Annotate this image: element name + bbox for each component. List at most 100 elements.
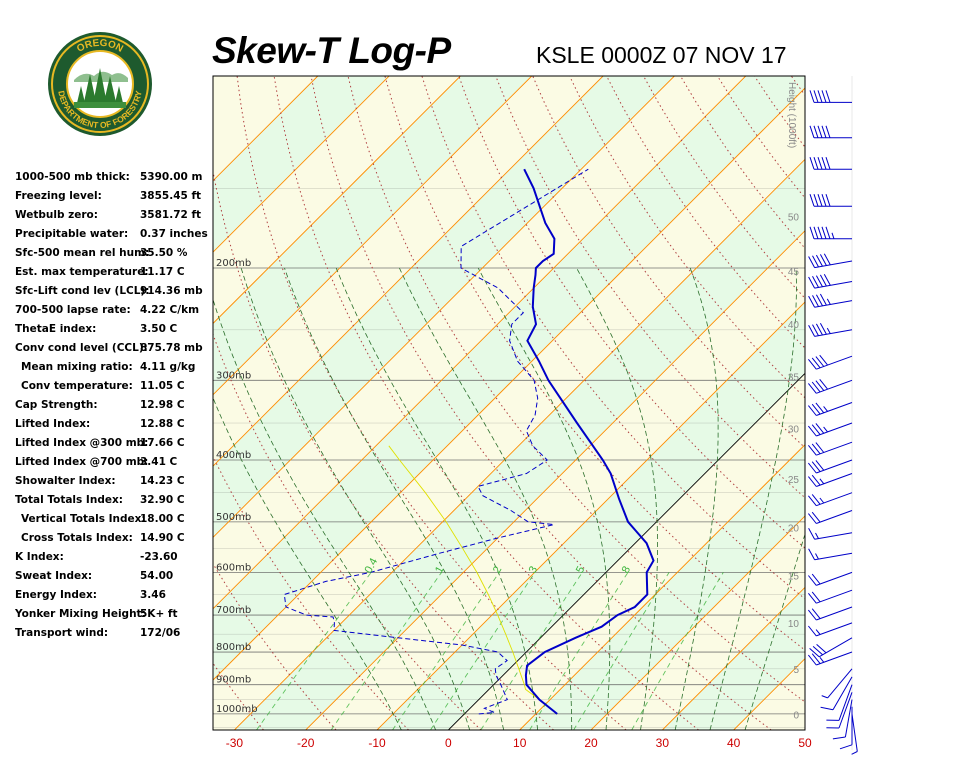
stat-label: Est. max temperature: (15, 266, 149, 278)
dry-adiabat (236, 76, 627, 730)
wind-barb-flag (819, 254, 827, 266)
isotherm-line (305, 230, 805, 730)
wind-barb-flag (811, 424, 821, 435)
logo-ground (74, 102, 126, 108)
pressure-label: 500mb (216, 512, 251, 523)
wind-barb-flag (812, 324, 819, 336)
wind-barb-flag (808, 513, 817, 524)
wind-barb-flag (817, 125, 823, 138)
stat-value: 14.90 C (140, 532, 185, 544)
wind-barb-staff (816, 622, 853, 637)
wind-barb-staff (838, 684, 853, 721)
sounding-series (283, 168, 655, 715)
stat-value: 14.23 C (140, 475, 185, 487)
stat-row: ThetaE index: 3.50 C (14, 320, 214, 339)
wind-barb-staff (816, 510, 853, 524)
moist-adiabat (240, 267, 470, 730)
height-tick-label: 50 (788, 212, 800, 223)
stat-row: Cap Strength: 12.98 C (14, 396, 214, 415)
wind-barb-half-flag (823, 406, 828, 412)
mixing-ratio-label: 2 (491, 564, 504, 575)
wind-barb-staff (816, 441, 853, 456)
wind-barb-flag (808, 575, 817, 586)
wind-barb-flag (821, 125, 827, 138)
wind-barb-staff (816, 379, 853, 394)
mixing-ratio-label: 5 (574, 564, 587, 575)
wind-barb (808, 571, 853, 586)
stat-row: Sweat Index: 54.00 (14, 567, 214, 586)
wind-barb-flag (809, 125, 815, 138)
wind-barb-flag (839, 744, 853, 750)
wind-barb-half-flag (823, 426, 828, 433)
wind-barb (808, 510, 853, 524)
stat-row: Lifted Index @300 mb: 17.66 C (14, 434, 214, 453)
wind-barb (839, 706, 853, 750)
wind-barb-half-flag (821, 695, 828, 699)
wind-barb-half-flag (819, 656, 825, 663)
moist-adiabat (284, 267, 504, 730)
moist-adiabat (399, 267, 573, 730)
wind-barb (809, 226, 852, 240)
wind-barb-flag (808, 383, 817, 394)
x-tick-label: 20 (584, 736, 598, 750)
stat-row: Energy Index: 3.46 (14, 586, 214, 605)
wind-barb-flag (821, 157, 827, 170)
stat-row: Showalter Index: 14.23 C (14, 472, 214, 491)
wind-barb-flag (808, 405, 817, 416)
wind-barb (809, 125, 852, 139)
isotherm-line (519, 444, 805, 730)
wind-barb-flag (819, 378, 828, 390)
moist-adiabat (477, 267, 611, 730)
dewpoint-line (283, 168, 589, 715)
pressure-label: 1000mb (216, 704, 258, 715)
logo-inner-rim (66, 50, 134, 118)
dry-adiabat (213, 562, 337, 730)
wind-barb (808, 293, 853, 308)
wind-barb-flag (812, 295, 819, 307)
wind-barb-flag (808, 444, 817, 456)
wind-barb-staff (816, 571, 853, 586)
stat-value: 32.90 C (140, 494, 185, 506)
isotherm-line (376, 301, 805, 730)
wind-barb (808, 492, 853, 507)
wind-barb-flag (815, 380, 825, 391)
wind-barb-flag (811, 494, 821, 505)
isotherm-line (213, 76, 747, 610)
wind-barb-staff (816, 651, 853, 666)
stat-label: Freezing level: (15, 190, 102, 202)
x-tick-label: -30 (226, 736, 244, 750)
diagram-grid (213, 76, 805, 730)
wind-barb-staff (816, 606, 853, 621)
wind-barb-flag (811, 357, 821, 369)
wind-barb-staff (816, 473, 853, 487)
logo-text-top: OREGON (75, 38, 125, 55)
x-tick-label: 30 (656, 736, 670, 750)
wind-barb-flag (809, 157, 815, 170)
pressure-label: 700mb (216, 605, 251, 616)
stat-label: Showalter Index: (15, 475, 116, 487)
stat-value: 3581.72 ft (140, 209, 202, 221)
moist-adiabat (674, 267, 719, 730)
wind-barb-flag (809, 90, 815, 103)
moist-adiabat (213, 298, 436, 730)
wind-barb-flag (817, 157, 823, 170)
wind-barb-staff (814, 329, 853, 337)
height-tick-label: 10 (788, 619, 800, 630)
stat-label: Vertical Totals Index: (21, 513, 146, 525)
wind-barb-staff (844, 699, 853, 738)
height-tick-label: 20 (788, 523, 800, 534)
wind-barb (808, 527, 853, 540)
wind-barb-flag (809, 648, 820, 658)
stat-row: Freezing level: 3855.45 ft (14, 187, 214, 206)
isotherm-line (213, 87, 805, 681)
wind-barb (808, 322, 853, 337)
wind-barb-flag (813, 157, 819, 170)
stat-value: 914.36 mb (140, 285, 203, 297)
wind-barb-flag (811, 653, 821, 664)
wind-barb-flag (815, 356, 825, 367)
mixing-ratio-line (256, 572, 372, 730)
wind-barb-staff (814, 532, 853, 540)
wind-barb-staff (816, 355, 853, 370)
mixing-ratio-label: 3 (527, 564, 540, 575)
isotherm-line (448, 372, 805, 730)
